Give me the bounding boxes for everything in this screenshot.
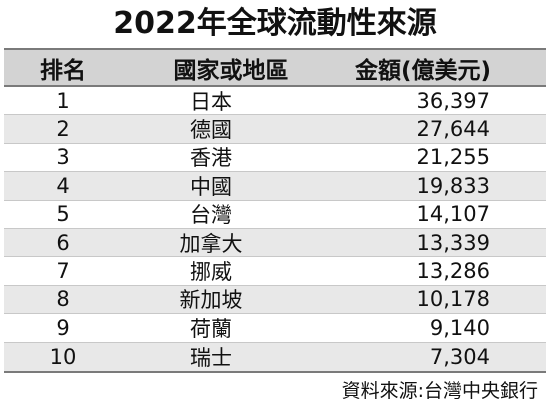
header-amount: 金額(億美元) bbox=[354, 57, 492, 84]
cell-amount: 19,833 bbox=[416, 173, 490, 198]
table-row: 6 加拿大 13,339 bbox=[4, 228, 546, 258]
cell-country: 香港 bbox=[190, 146, 232, 171]
data-table: 排名 國家或地區 金額(億美元) 1 日本 36,397 2 德國 27,644… bbox=[4, 48, 546, 373]
cell-country: 加拿大 bbox=[179, 231, 243, 256]
cell-amount: 7,304 bbox=[429, 344, 490, 369]
cell-country: 挪威 bbox=[190, 260, 232, 285]
table-row: 8 新加坡 10,178 bbox=[4, 285, 546, 315]
cell-amount: 13,286 bbox=[416, 259, 490, 284]
cell-amount: 36,397 bbox=[416, 88, 490, 113]
table-row: 4 中國 19,833 bbox=[4, 172, 546, 201]
cell-rank: 5 bbox=[56, 202, 70, 227]
cell-country: 新加坡 bbox=[179, 288, 243, 313]
cell-amount: 10,178 bbox=[416, 287, 490, 312]
table-row: 7 挪威 13,286 bbox=[4, 257, 546, 286]
table-row: 10 瑞士 7,304 bbox=[4, 342, 546, 371]
cell-country: 日本 bbox=[190, 89, 232, 114]
cell-amount: 13,339 bbox=[416, 230, 490, 255]
cell-rank: 7 bbox=[56, 259, 70, 284]
cell-rank: 6 bbox=[56, 230, 70, 255]
cell-rank: 3 bbox=[56, 145, 70, 170]
cell-rank: 9 bbox=[56, 315, 70, 340]
header-country: 國家或地區 bbox=[173, 57, 289, 84]
table-row: 1 日本 36,397 bbox=[4, 87, 546, 116]
table-row: 5 台灣 14,107 bbox=[4, 201, 546, 229]
cell-amount: 27,644 bbox=[416, 117, 490, 142]
cell-rank: 1 bbox=[56, 88, 70, 113]
cell-amount: 9,140 bbox=[429, 315, 490, 340]
cell-country: 荷蘭 bbox=[190, 316, 232, 341]
cell-rank: 10 bbox=[49, 344, 77, 369]
cell-rank: 2 bbox=[56, 117, 70, 142]
source-note: 資料來源:台灣中央銀行 bbox=[341, 379, 538, 402]
cell-country: 瑞士 bbox=[190, 345, 232, 370]
table-header-row: 排名 國家或地區 金額(億美元) bbox=[4, 50, 546, 87]
header-rank: 排名 bbox=[40, 57, 86, 84]
cell-rank: 8 bbox=[56, 287, 70, 312]
page-title: 2022年全球流動性來源 bbox=[113, 6, 437, 41]
cell-country: 中國 bbox=[190, 174, 232, 199]
cell-rank: 4 bbox=[56, 173, 70, 198]
cell-amount: 21,255 bbox=[416, 145, 490, 170]
cell-country: 台灣 bbox=[190, 203, 232, 228]
cell-amount: 14,107 bbox=[416, 202, 490, 227]
table-row: 9 荷蘭 9,140 bbox=[4, 314, 546, 343]
cell-country: 德國 bbox=[190, 118, 232, 143]
table-row: 2 德國 27,644 bbox=[4, 115, 546, 144]
table-row: 3 香港 21,255 bbox=[4, 144, 546, 173]
